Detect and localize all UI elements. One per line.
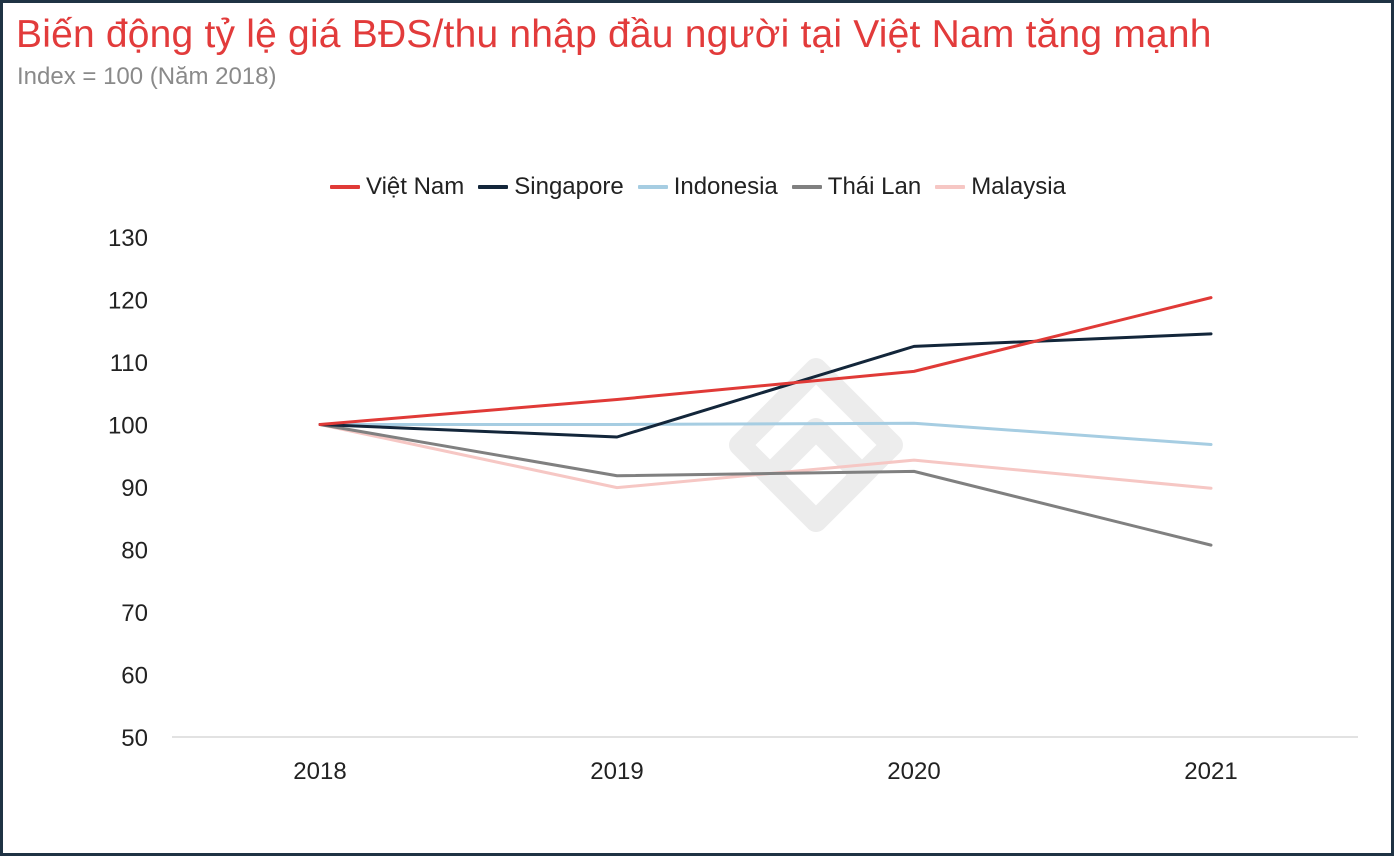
- y-tick-label: 100: [108, 413, 148, 440]
- x-tick-label: 2020: [887, 758, 940, 785]
- chart-legend: Việt Nam Singapore Indonesia Thái Lan Malays…: [330, 173, 1080, 201]
- y-tick-label: 70: [121, 600, 148, 627]
- x-tick-label: 2019: [590, 758, 643, 785]
- series-line-singapore: [318, 332, 1213, 439]
- x-tick-label: 2018: [293, 758, 346, 785]
- watermark-logo: [729, 358, 903, 532]
- legend-item: Việt Nam: [330, 173, 464, 201]
- legend-swatch: [935, 185, 966, 189]
- x-tick-label: 2021: [1184, 758, 1237, 785]
- y-tick-label: 90: [121, 475, 148, 502]
- legend-item: Indonesia: [637, 173, 778, 201]
- legend-label: Indonesia: [673, 173, 778, 200]
- y-tick-label: 130: [108, 225, 148, 252]
- legend-item: Thái Lan: [791, 173, 922, 201]
- y-tick-label: 60: [121, 663, 148, 690]
- watermark-stroke: [729, 358, 903, 532]
- y-tick-label: 80: [121, 538, 148, 565]
- legend-item: Malaysia: [935, 173, 1066, 201]
- watermark-stroke: [759, 418, 873, 532]
- legend-swatch: [791, 185, 822, 189]
- legend-item: Singapore: [478, 173, 624, 201]
- series-line-indonesia: [318, 421, 1213, 446]
- series-line-thái-lan: [318, 423, 1213, 547]
- chart-subtitle: Index = 100 (Năm 2018): [17, 63, 277, 90]
- legend-label: Singapore: [514, 173, 624, 200]
- series-line-việt-nam: [318, 296, 1213, 426]
- y-tick-label: 120: [108, 288, 148, 315]
- legend-label: Thái Lan: [827, 173, 922, 200]
- chart-title: Biến động tỷ lệ giá BĐS/thu nhập đầu ngư…: [16, 13, 1212, 56]
- legend-label: Malaysia: [971, 173, 1066, 200]
- legend-swatch: [637, 185, 668, 189]
- y-tick-label: 110: [110, 350, 148, 377]
- legend-swatch: [330, 185, 360, 189]
- legend-swatch: [478, 185, 509, 189]
- legend-label: Việt Nam: [366, 173, 465, 200]
- y-tick-label: 50: [121, 725, 148, 752]
